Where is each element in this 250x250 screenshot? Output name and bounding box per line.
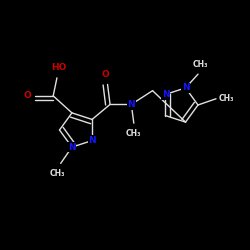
Text: CH₃: CH₃ bbox=[49, 169, 65, 178]
Text: N: N bbox=[182, 84, 189, 92]
Text: CH₃: CH₃ bbox=[219, 94, 234, 103]
Text: N: N bbox=[68, 142, 76, 152]
Text: O: O bbox=[24, 92, 32, 100]
Text: HO: HO bbox=[51, 64, 67, 72]
Text: CH₃: CH₃ bbox=[193, 60, 208, 69]
Text: N: N bbox=[88, 136, 96, 145]
Text: O: O bbox=[102, 70, 110, 80]
Text: CH₃: CH₃ bbox=[126, 129, 142, 138]
Text: N: N bbox=[128, 100, 135, 109]
Text: N: N bbox=[162, 90, 169, 99]
